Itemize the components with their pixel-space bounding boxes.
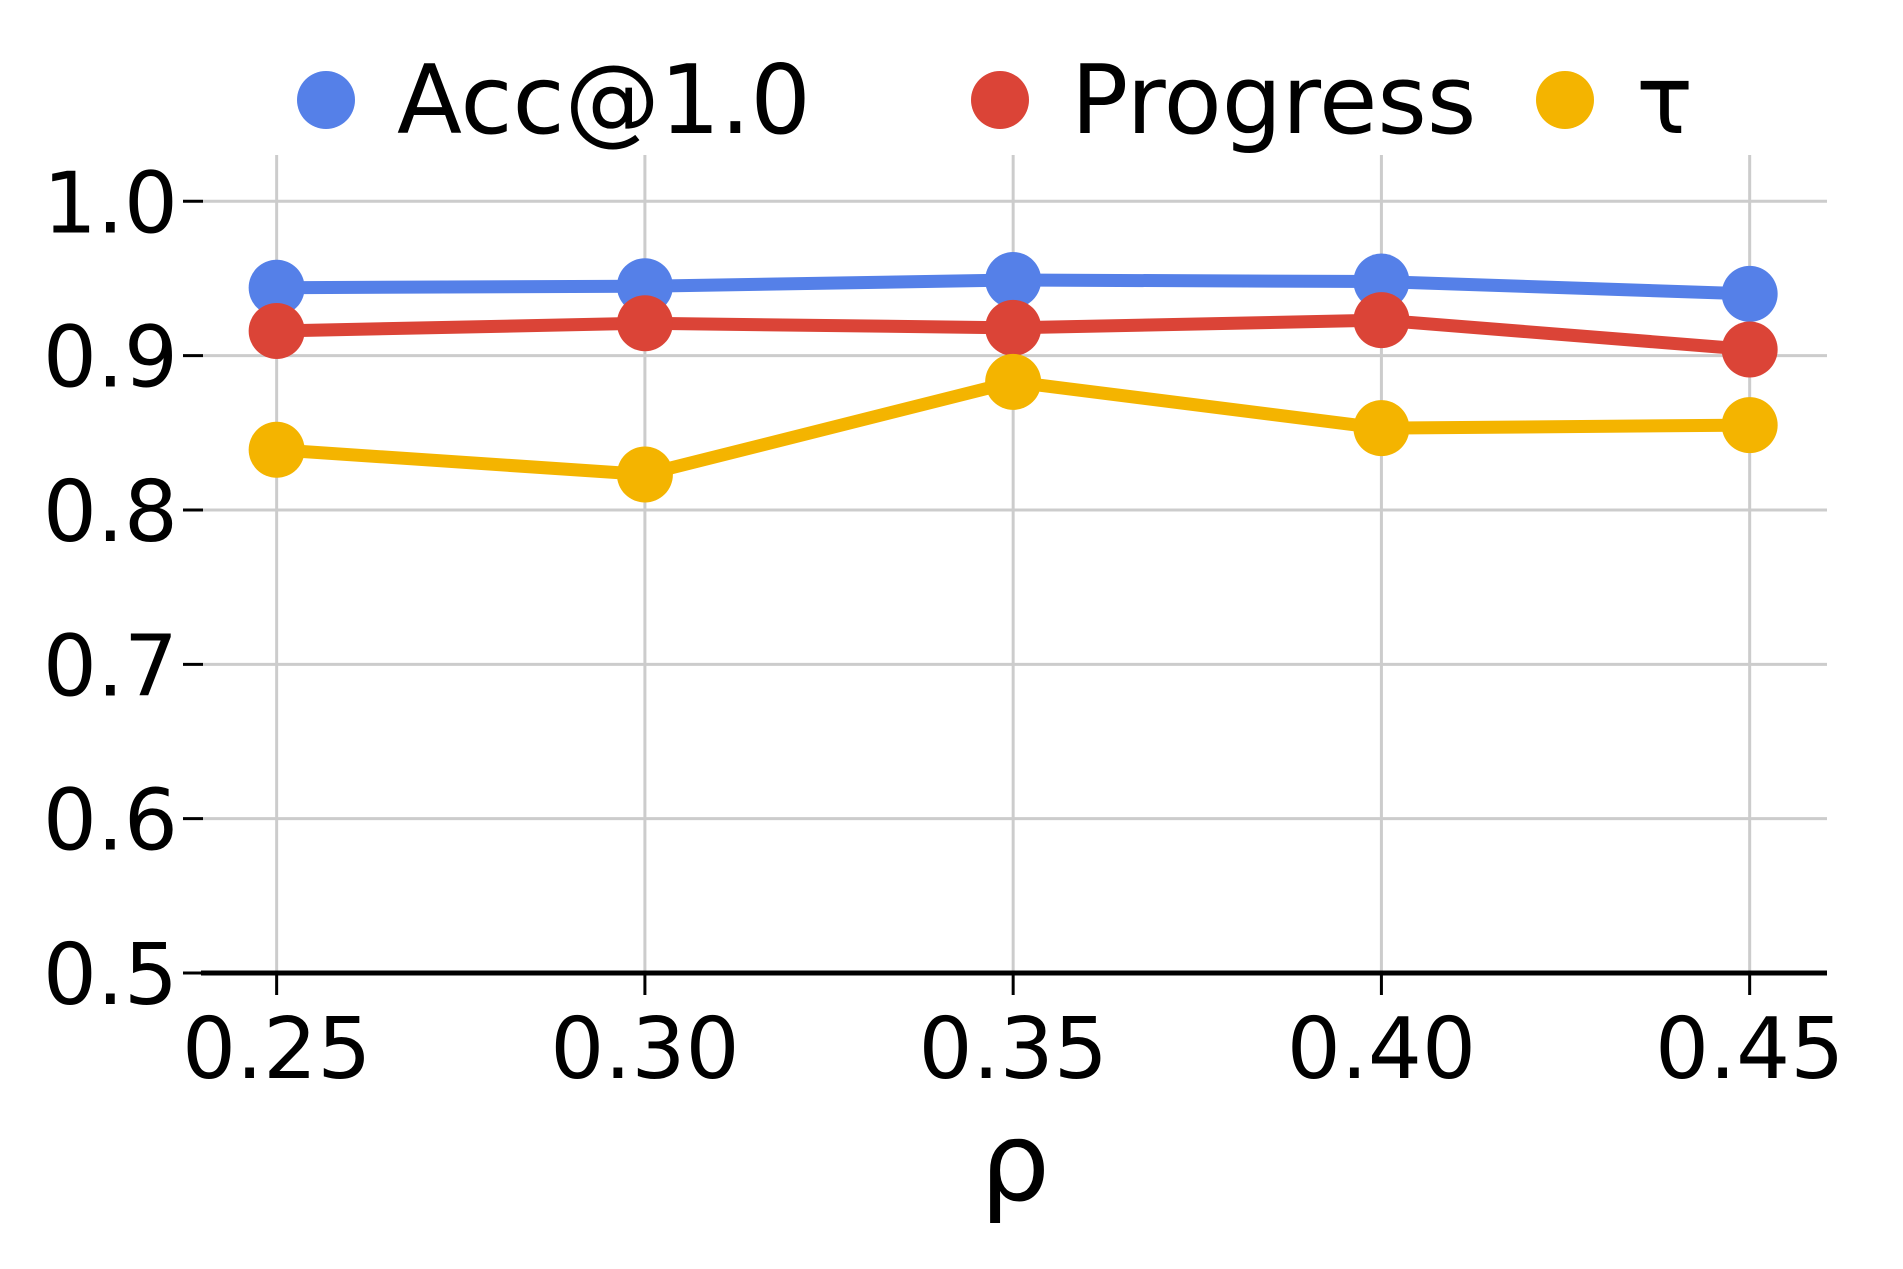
x-tick-label-0.35: 0.35 [919,1000,1108,1099]
series-0-point-0 [248,259,305,316]
y-tick-label-1.0: 1.0 [43,154,178,253]
series-2-point-1 [616,446,673,503]
x-tick-label-0.40: 0.40 [1287,1000,1476,1099]
series-1-point-3 [1353,292,1410,349]
y-axis-tick-labels: 0.5 0.6 0.7 0.8 0.9 1.0 [43,154,178,1025]
series-layer [248,252,1778,503]
series-2-point-0 [248,421,305,478]
series-1-point-2 [985,299,1042,356]
legend-label-progress: Progress [1071,46,1476,156]
series-0-point-2 [985,252,1042,309]
x-tick-label-0.30: 0.30 [550,1000,739,1099]
x-axis-spine [183,199,1827,995]
y-tick-label-0.8: 0.8 [43,463,178,562]
legend-marker-tau [1536,71,1594,129]
legend-label-acc: Acc@1.0 [397,46,811,156]
legend: Acc@1.0 Progress τ [297,46,1693,156]
series-2-point-2 [985,353,1042,410]
series-1-point-0 [248,302,305,359]
legend-marker-progress [971,71,1029,129]
series-2-point-3 [1353,400,1410,457]
x-axis-label-rho: ρ [980,1098,1050,1226]
series-1-point-1 [616,295,673,352]
series-2-point-4 [1721,397,1778,454]
x-tick-label-0.25: 0.25 [182,1000,371,1099]
series-0-point-3 [1353,253,1410,310]
series-0-point-4 [1721,265,1778,322]
legend-marker-acc [297,71,355,129]
x-axis-tick-labels: 0.25 0.30 0.35 0.40 0.45 [182,1000,1844,1099]
legend-label-tau: τ [1636,46,1693,156]
y-tick-label-0.5: 0.5 [43,926,178,1025]
x-tick-label-0.45: 0.45 [1655,1000,1844,1099]
y-tick-label-0.9: 0.9 [43,309,178,408]
y-tick-label-0.7: 0.7 [43,617,178,716]
series-1-point-4 [1721,321,1778,378]
y-tick-label-0.6: 0.6 [43,772,178,871]
